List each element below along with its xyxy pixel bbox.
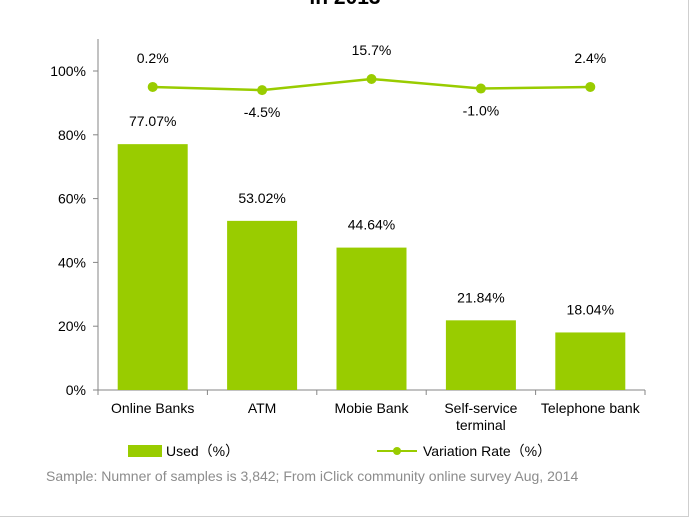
line-point-1 xyxy=(147,81,158,92)
chart-title: in 2013 xyxy=(0,0,690,10)
x-tick-label: Online Banks xyxy=(111,400,194,416)
x-tick-label: Mobie Bank xyxy=(335,400,410,416)
line-point-5 xyxy=(585,81,596,92)
y-tick-label: 0% xyxy=(66,382,86,398)
y-tick-label: 100% xyxy=(50,63,86,79)
y-tick-label: 80% xyxy=(58,127,86,143)
y-axis: 0% 20% 40% 60% 80% 100% xyxy=(50,39,646,398)
x-tick-label: Self-service terminal xyxy=(444,400,517,433)
y-tick-label: 20% xyxy=(58,318,86,334)
bar-series: 77.07% 53.02% 44.64% 21.84% 18.04% xyxy=(117,113,626,390)
line-series: 0.2% -4.5% 15.7% -1.0% 2.4% xyxy=(137,42,607,120)
y-tick-label: 40% xyxy=(58,254,86,270)
line-data-label: 2.4% xyxy=(574,50,606,66)
bar-data-label: 44.64% xyxy=(348,217,395,233)
source-note: Sample: Numner of samples is 3,842; From… xyxy=(46,468,579,484)
bar-data-label: 21.84% xyxy=(457,289,504,305)
line-point-3 xyxy=(366,73,377,84)
bar-3 xyxy=(336,247,407,390)
bar-1 xyxy=(117,144,188,390)
line-data-label: -4.5% xyxy=(244,104,281,120)
y-tick-label: 60% xyxy=(58,191,86,207)
bar-data-label: 18.04% xyxy=(567,301,614,317)
x-tick-label: Telephone bank xyxy=(541,400,641,416)
bar-2 xyxy=(227,220,298,390)
line-point-2 xyxy=(257,85,268,96)
line-point-4 xyxy=(475,83,486,94)
line-data-label: 15.7% xyxy=(352,42,392,58)
bar-data-label: 53.02% xyxy=(238,190,285,206)
bar-4 xyxy=(445,320,516,390)
line-data-label: -1.0% xyxy=(463,103,500,119)
bar-data-label: 77.07% xyxy=(129,113,176,129)
bar-5 xyxy=(555,332,626,390)
line-data-label: 0.2% xyxy=(137,50,169,66)
x-axis-labels: Online Banks ATM Mobie Bank Self-service ter… xyxy=(111,400,641,433)
x-tick-label: ATM xyxy=(248,400,277,416)
